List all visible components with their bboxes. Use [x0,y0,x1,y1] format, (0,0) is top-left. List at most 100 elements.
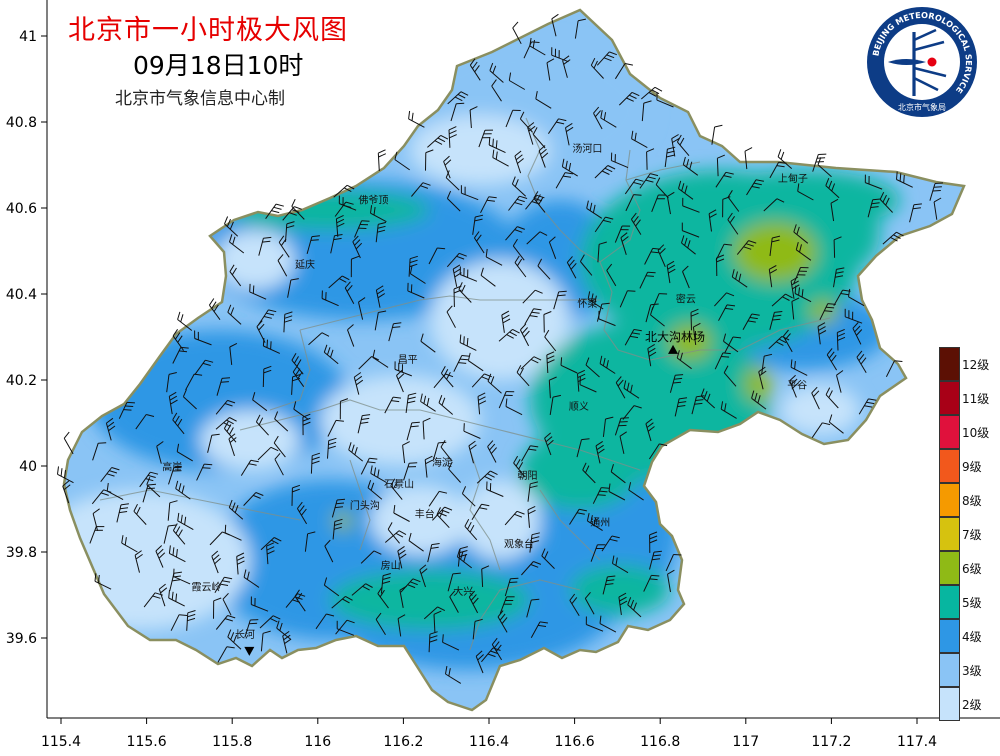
legend-swatch [939,585,960,619]
wind-barb [491,79,502,102]
wind-barb [277,254,288,277]
wind-barb [445,666,462,684]
wind-barb [718,304,736,321]
x-tick-label: 117.2 [811,734,851,750]
wind-barb [665,554,682,572]
place-label: 海淀 [432,456,452,469]
wind-barb [282,630,292,654]
place-label: 怀柔 [577,298,597,310]
wind-barb [599,355,616,374]
wind-barb [377,149,387,172]
wind-barb [400,578,421,593]
map-title: 北京市一小时极大风图 [68,15,348,46]
wind-barb [420,333,436,353]
wind-barb [825,178,840,199]
wind-barb [475,650,484,674]
beijing-meteorological-service-logo: BEIJING METEOROLOGICAL SERVICE 北京市气象局 [867,7,977,117]
wind-barb [758,366,767,390]
wind-barb [596,302,610,322]
wind-barb [394,361,412,377]
wind-barb [655,177,669,199]
wind-barb [166,372,177,393]
wind-barb [348,442,364,462]
wind-barb [146,477,161,498]
wind-barb [446,305,456,328]
wind-barb [769,311,783,330]
wind-barb [543,311,552,333]
wind-barb [608,483,626,501]
wind-barb [639,271,656,289]
y-tick: 40.4 [6,287,47,303]
y-tick: 39.8 [6,545,47,561]
wind-barb [211,550,221,574]
wind-barb [599,615,617,633]
wind-barb [423,606,446,620]
wind-barb [330,234,343,254]
wind-barb [508,72,526,90]
wind-barb [514,255,527,278]
wind-barb [576,438,590,458]
wind-barb [467,352,484,372]
wind-barb [214,576,233,593]
place-label: 霞云岭 [192,581,222,594]
wind-barb [513,455,526,478]
wind-barb [546,351,555,374]
wind-barb [194,330,212,346]
wind-barb [618,592,628,615]
wind-barb [168,391,178,415]
wind-barb [909,203,922,223]
x-tick-label: 115.8 [212,734,252,750]
wind-barb [620,232,629,255]
wind-barb [526,598,540,618]
wind-barb [486,481,504,497]
wind-barb [438,395,454,415]
wind-barb [292,365,305,387]
wind-barb [177,512,194,531]
wind-barb [285,221,295,242]
x-tick: 117 [732,718,759,750]
wind-barb [306,235,320,255]
wind-barb [331,595,353,609]
wind-barb [681,222,700,238]
wind-barb [811,386,820,410]
place-label: 汤河口 [572,142,602,155]
wind-barb [229,234,245,254]
wind-barb [168,589,185,607]
place-label: 大兴 [453,585,473,598]
wind-barb [879,191,893,213]
wind-barb [769,235,781,256]
legend-swatch [939,347,960,381]
wind-barb [651,194,667,212]
legend-swatch [939,415,960,449]
legend-label: 5级 [962,596,982,610]
wind-barb [175,480,191,500]
wind-barb [336,620,355,636]
wind-barb [227,304,242,325]
wind-barb [538,145,549,168]
wind-barb [428,247,446,265]
wind-barb [213,597,222,619]
legend-label: 7级 [962,528,982,542]
wind-barb [387,522,400,544]
wind-barb [353,372,364,395]
x-tick-label: 115.4 [41,734,81,750]
wind-barb [691,395,705,415]
wind-barb [505,226,525,241]
wind-barb [856,350,867,373]
wind-barb [586,512,603,532]
wind-barb [549,394,562,415]
place-label: 佛爷顶 [358,194,388,207]
wind-barb [817,322,827,345]
wind-barb [592,487,610,504]
wind-barb [464,518,478,541]
wind-barb [469,106,478,129]
place-label: 通州 [590,517,610,529]
wind-barb [610,464,626,484]
x-tick-label: 115.6 [127,734,167,750]
wind-barb [481,565,490,588]
wind-barb [62,480,71,504]
wind-barb [276,620,292,640]
wind-barb [167,500,178,521]
wind-barb [864,174,883,190]
